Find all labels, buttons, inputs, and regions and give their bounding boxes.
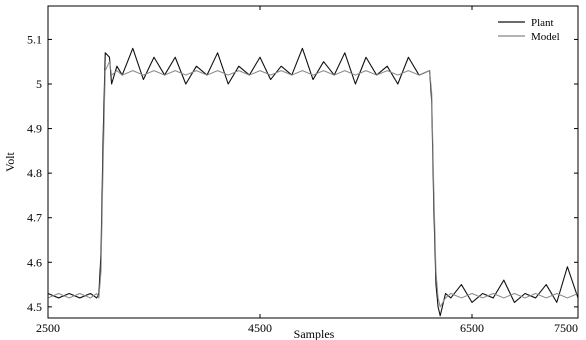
- y-tick-label: 5: [36, 77, 42, 91]
- x-axis-label: Samples: [294, 327, 335, 340]
- x-tick-label: 7500: [554, 321, 578, 335]
- y-tick-label: 5.1: [27, 32, 42, 46]
- legend-label-model: Model: [531, 31, 560, 43]
- x-tick-label: 4500: [248, 321, 272, 335]
- y-axis-label: Volt: [3, 151, 17, 171]
- x-tick-label: 2500: [36, 321, 60, 335]
- axes-layer: 4.5 4.6 4.7 4.8 4.9 5 5.1 2500 4500 6500 7500: [27, 5, 579, 335]
- plot-layer: [47, 47, 579, 317]
- plot-frame: [47, 5, 579, 319]
- y-tick-label: 4.9: [27, 122, 42, 136]
- series-line-model: [47, 61, 579, 308]
- y-tick-label: 4.5: [27, 300, 42, 314]
- y-tick-label: 4.6: [27, 255, 42, 269]
- series-line-plant: [47, 47, 579, 317]
- x-tick-label: 6500: [460, 321, 484, 335]
- legend: Plant Model: [498, 17, 560, 43]
- y-tick-label: 4.7: [27, 211, 42, 225]
- legend-label-plant: Plant: [531, 17, 554, 29]
- y-tick-label: 4.8: [27, 166, 42, 180]
